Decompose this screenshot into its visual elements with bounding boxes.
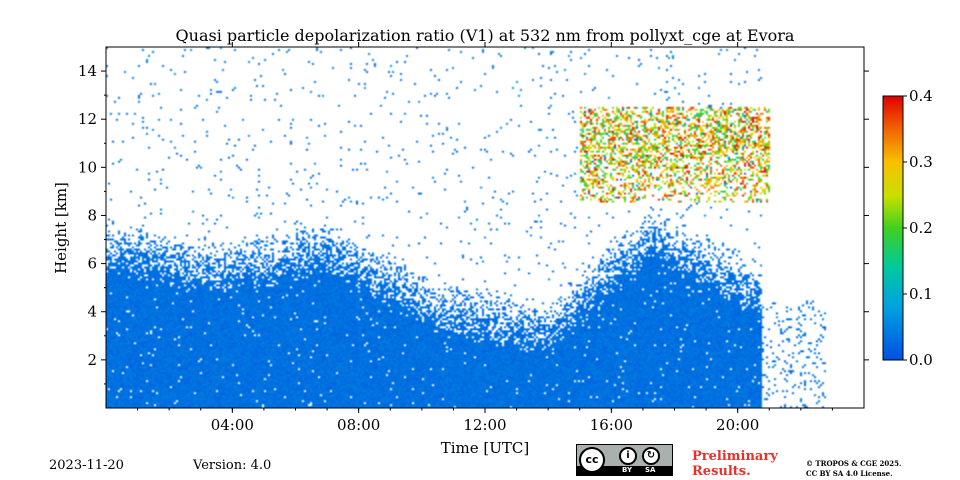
badge-sa-label: SA [645,466,656,474]
y-tick-label: 14 [78,62,97,80]
copyright-note: © TROPOS & CGE 2025. CC BY SA 4.0 Licens… [806,459,901,479]
attribution-icon: i [619,447,637,465]
x-tick-label: 12:00 [463,416,506,434]
badge-by-label: BY [622,466,633,474]
y-tick-label: 4 [87,303,97,321]
y-tick-label: 8 [87,206,97,224]
colorbar-tick-label: 0.4 [909,87,933,105]
chart-title: Quasi particle depolarization ratio (V1)… [176,26,795,45]
footer-date: 2023-11-20 [49,458,124,473]
preliminary-line1: Preliminary [692,449,778,464]
x-tick-label: 16:00 [590,416,633,434]
colorbar-tick-label: 0.1 [909,285,933,303]
x-tick-label: 04:00 [211,416,254,434]
footer-version: Version: 4.0 [193,458,272,473]
heatmap-image [106,47,864,408]
preliminary-note: Preliminary Results. [692,449,778,479]
x-tick-label: 20:00 [716,416,759,434]
x-axis: 04:00 08:00 12:00 16:00 20:00 [137,42,833,434]
y-tick-label: 10 [78,158,97,176]
y-axis-label: Height [km] [52,182,70,274]
copyright-line1: © TROPOS & CGE 2025. [806,459,902,468]
colorbar-tick-label: 0.0 [909,351,933,369]
colorbar [882,95,904,361]
y-tick-label: 6 [87,255,97,273]
cc-license-badge: cc i ↻ BY SA [576,444,673,476]
y-tick-label: 12 [78,110,97,128]
x-tick-label: 08:00 [337,416,380,434]
copyright-line2: CC BY SA 4.0 License. [806,469,893,478]
badge-bar [577,466,672,475]
plot-area [106,47,864,408]
preliminary-line2: Results. [692,464,751,479]
colorbar-axis: 0.0 0.1 0.2 0.3 0.4 [903,87,933,369]
x-axis-label: Time [UTC] [441,439,530,457]
cc-icon: cc [579,447,605,473]
colorbar-tick-label: 0.3 [909,153,933,171]
share-alike-icon: ↻ [642,447,660,465]
y-axis: 2 4 6 8 10 12 14 [78,62,869,385]
y-tick-label: 2 [87,351,97,369]
colorbar-tick-label: 0.2 [909,219,933,237]
